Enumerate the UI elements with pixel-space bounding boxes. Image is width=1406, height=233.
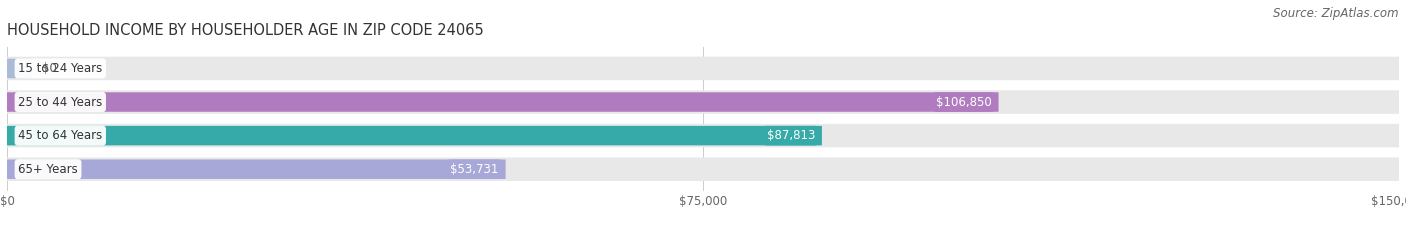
Text: HOUSEHOLD INCOME BY HOUSEHOLDER AGE IN ZIP CODE 24065: HOUSEHOLD INCOME BY HOUSEHOLDER AGE IN Z… (7, 24, 484, 38)
Text: $0: $0 (42, 62, 56, 75)
FancyBboxPatch shape (7, 158, 1399, 181)
Text: 45 to 64 Years: 45 to 64 Years (18, 129, 103, 142)
FancyBboxPatch shape (7, 92, 998, 112)
FancyBboxPatch shape (7, 159, 506, 179)
FancyBboxPatch shape (7, 57, 1399, 80)
FancyBboxPatch shape (7, 126, 823, 145)
Text: $53,731: $53,731 (450, 163, 499, 176)
FancyBboxPatch shape (7, 90, 1399, 114)
Text: Source: ZipAtlas.com: Source: ZipAtlas.com (1274, 7, 1399, 20)
FancyBboxPatch shape (7, 59, 32, 78)
Text: $106,850: $106,850 (936, 96, 991, 109)
Text: $87,813: $87,813 (766, 129, 815, 142)
Text: 25 to 44 Years: 25 to 44 Years (18, 96, 103, 109)
Text: 65+ Years: 65+ Years (18, 163, 77, 176)
FancyBboxPatch shape (7, 124, 1399, 147)
Text: 15 to 24 Years: 15 to 24 Years (18, 62, 103, 75)
